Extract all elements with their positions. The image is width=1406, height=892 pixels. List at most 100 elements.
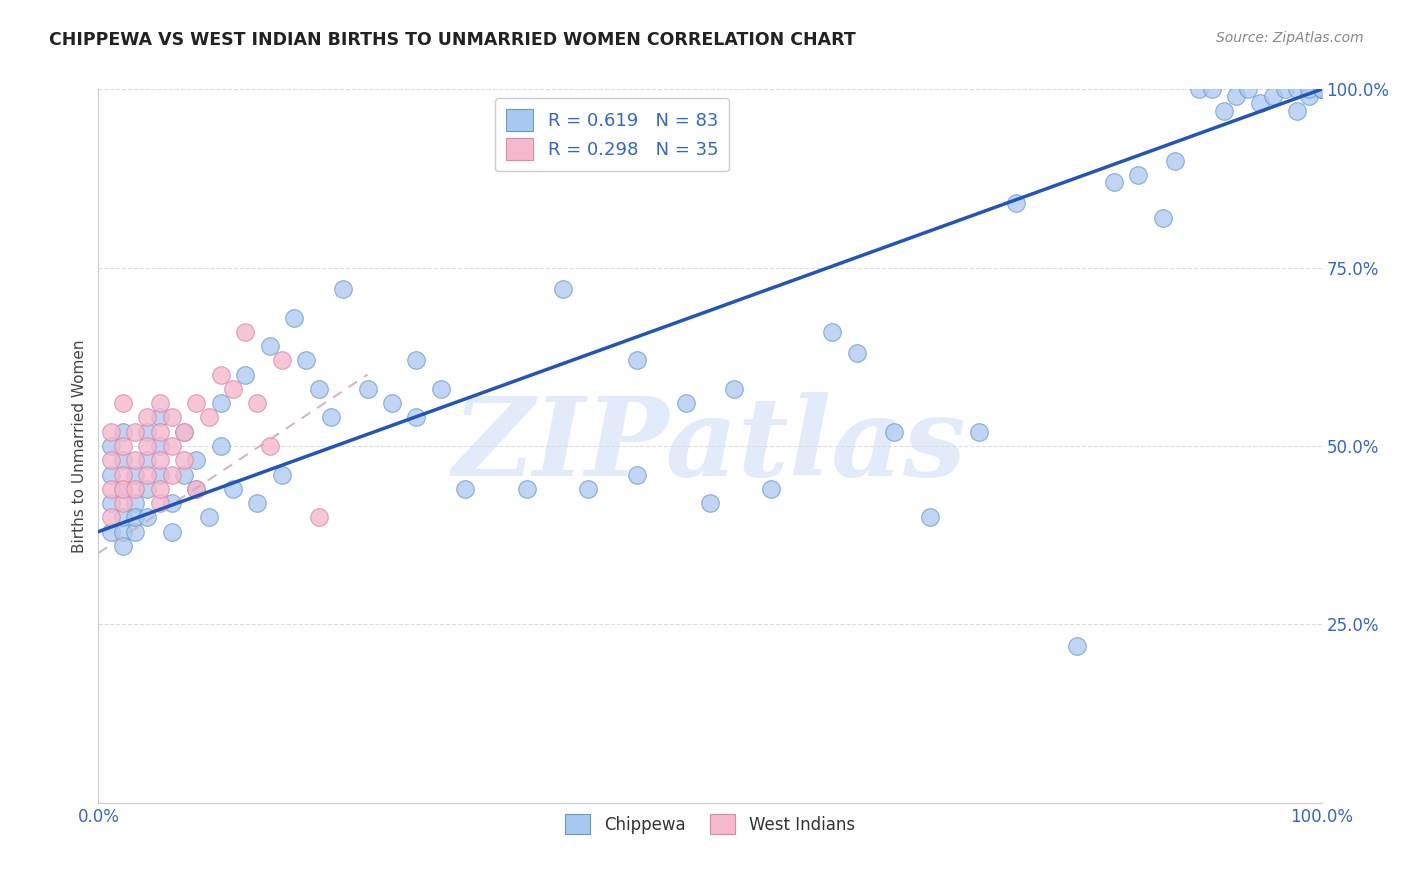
Point [186,453,208,467]
Point [626,467,648,482]
Point [173,425,195,439]
Point [553,282,575,296]
Point [160,496,183,510]
Point [1128,168,1150,182]
Text: ZIPatlas: ZIPatlas [453,392,967,500]
Point [124,467,146,482]
Point [186,482,208,496]
Point [1310,82,1333,96]
Point [1286,82,1309,96]
Point [845,346,868,360]
Point [332,282,354,296]
Point [233,368,256,382]
Point [100,482,122,496]
Point [1298,89,1320,103]
Point [723,382,745,396]
Point [160,439,183,453]
Point [1310,82,1333,96]
Point [136,439,159,453]
Text: Source: ZipAtlas.com: Source: ZipAtlas.com [1216,31,1364,45]
Point [136,453,159,467]
Point [761,482,783,496]
Point [124,496,146,510]
Point [1261,89,1284,103]
Point [100,425,122,439]
Point [821,325,844,339]
Point [111,439,134,453]
Point [319,410,342,425]
Point [233,325,256,339]
Point [209,396,232,410]
Point [1237,82,1260,96]
Point [246,396,269,410]
Point [124,482,146,496]
Point [197,410,219,425]
Point [186,482,208,496]
Point [124,425,146,439]
Point [209,439,232,453]
Point [430,382,453,396]
Point [1249,96,1271,111]
Point [259,339,281,353]
Point [222,382,245,396]
Point [1201,82,1223,96]
Point [173,453,195,467]
Point [160,524,183,539]
Point [111,539,134,553]
Point [967,425,990,439]
Point [356,382,378,396]
Point [124,510,146,524]
Point [160,467,183,482]
Point [675,396,697,410]
Point [100,496,122,510]
Point [883,425,905,439]
Point [111,396,134,410]
Point [1310,82,1333,96]
Point [1164,153,1187,168]
Point [111,510,134,524]
Point [259,439,281,453]
Point [111,453,134,467]
Point [1286,103,1309,118]
Point [699,496,721,510]
Point [1004,196,1026,211]
Point [173,467,195,482]
Point [124,453,146,467]
Point [197,510,219,524]
Point [920,510,942,524]
Point [515,482,537,496]
Point [1188,82,1211,96]
Point [160,410,183,425]
Point [295,353,318,368]
Point [111,482,134,496]
Point [173,425,195,439]
Point [149,439,172,453]
Point [149,453,172,467]
Point [111,482,134,496]
Point [111,496,134,510]
Point [283,310,305,325]
Point [1274,82,1296,96]
Point [100,524,122,539]
Point [149,396,172,410]
Legend: Chippewa, West Indians: Chippewa, West Indians [558,807,862,841]
Point [124,524,146,539]
Point [100,439,122,453]
Point [1066,639,1088,653]
Point [270,353,294,368]
Point [1152,211,1174,225]
Point [1310,82,1333,96]
Point [1102,175,1125,189]
Point [405,353,427,368]
Point [100,467,122,482]
Point [209,368,232,382]
Point [100,510,122,524]
Y-axis label: Births to Unmarried Women: Births to Unmarried Women [72,339,87,553]
Point [111,425,134,439]
Point [576,482,599,496]
Point [626,353,648,368]
Point [149,410,172,425]
Point [136,510,159,524]
Point [1212,103,1234,118]
Point [1298,82,1320,96]
